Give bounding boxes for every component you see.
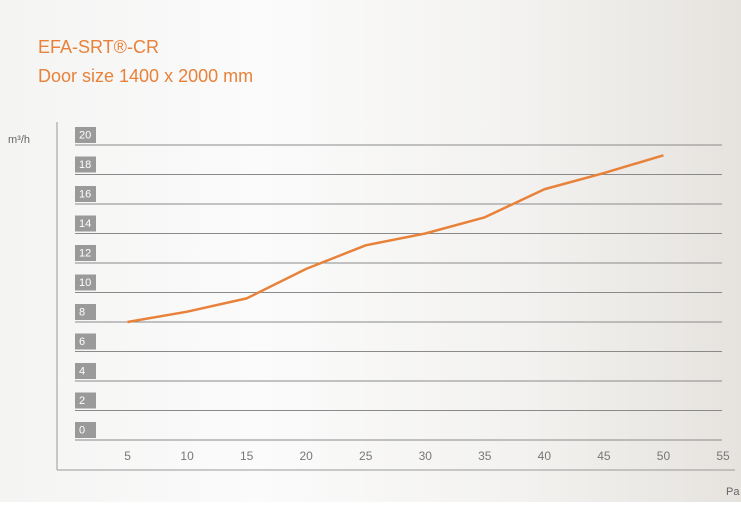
y-tick-box [75,304,96,320]
x-tick-label: 5 [124,449,131,463]
x-tick-label: 25 [359,449,373,463]
y-tick-box [75,156,96,173]
x-axis-label: Pa [726,486,740,498]
y-tick-box [75,363,96,379]
y-tick-label: 8 [79,306,85,318]
y-tick-label: 20 [79,129,91,141]
x-tick-label: 30 [419,449,433,463]
y-tick-box [75,127,96,143]
y-tick-box [75,333,96,350]
y-tick-label: 4 [79,365,85,377]
y-tick-label: 16 [79,188,91,200]
y-tick-label: 14 [79,218,91,230]
x-tick-label: 15 [240,449,254,463]
x-tick-label: 35 [478,449,492,463]
y-tick-label: 18 [79,159,91,171]
x-tick-label: 55 [716,449,730,463]
y-tick-label: 2 [79,395,85,407]
y-tick-label: 6 [79,336,85,348]
y-axis-label: m³/h [8,134,30,146]
y-tick-label: 12 [79,247,91,259]
chart-subtitle: Door size 1400 x 2000 mm [38,66,253,86]
y-tick-box [75,215,96,232]
y-tick-label: 10 [79,277,91,289]
data-line [127,154,664,324]
y-tick-box [75,422,96,438]
y-tick-box [75,186,96,202]
chart-title: EFA-SRT®-CR [38,37,159,57]
x-tick-label: 20 [300,449,314,463]
x-tick-label: 45 [597,449,611,463]
x-tick-label: 10 [180,449,194,463]
x-tick-label: 40 [538,449,552,463]
y-tick-label: 0 [79,424,85,436]
y-tick-box [75,245,96,261]
x-tick-label: 50 [657,449,671,463]
y-tick-box [75,274,96,291]
y-tick-box [75,392,96,409]
